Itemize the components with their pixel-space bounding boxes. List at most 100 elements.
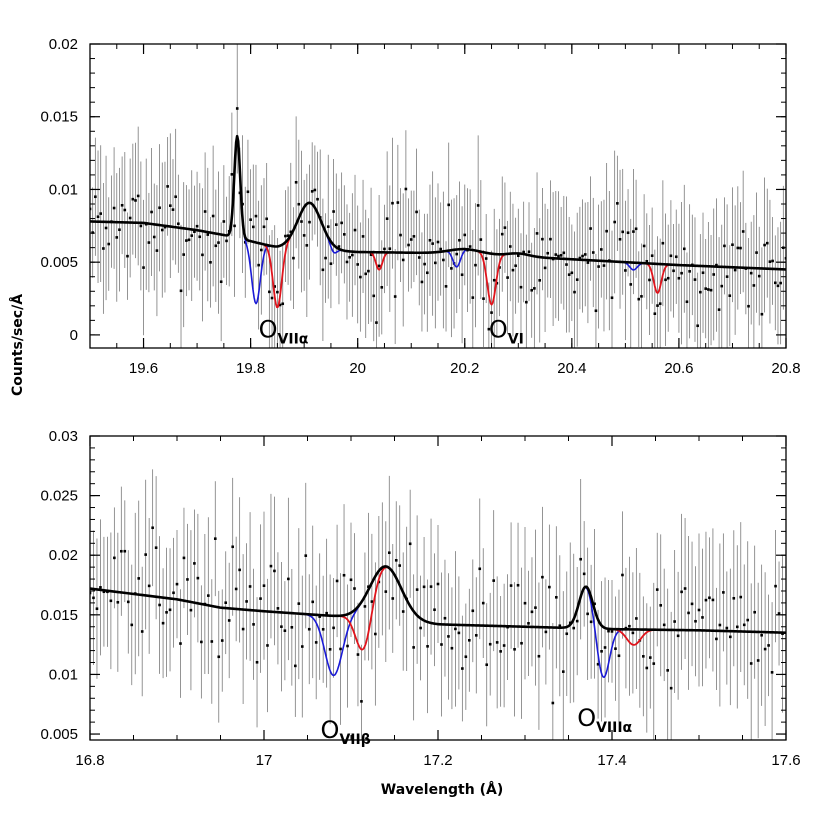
data-point: [158, 603, 161, 607]
data-point: [286, 234, 290, 237]
data-point: [579, 557, 582, 561]
data-point: [530, 610, 534, 614]
data-point: [514, 264, 517, 268]
ion-annotations: OVIIα OVI: [259, 316, 524, 348]
data-point: [613, 220, 616, 224]
data-point: [722, 591, 725, 594]
model-lines: [90, 565, 786, 679]
data-point: [318, 615, 321, 618]
data-point: [388, 247, 392, 250]
data-point: [503, 226, 507, 229]
data-point: [573, 290, 576, 294]
data-point: [137, 577, 141, 580]
data-point: [104, 226, 108, 230]
data-point: [415, 588, 419, 591]
data-point: [436, 240, 440, 244]
data-point: [468, 638, 471, 642]
y-tick-label: 0.01: [49, 181, 78, 198]
data-point: [115, 236, 119, 239]
data-point: [478, 567, 482, 571]
data-point: [213, 537, 217, 540]
data-point: [444, 285, 448, 288]
x-tick-label: 17.2: [423, 752, 452, 769]
data-point: [645, 666, 649, 670]
data-point: [401, 258, 405, 262]
data-point: [718, 623, 722, 627]
data-point: [186, 578, 189, 581]
data-point: [485, 663, 489, 667]
data-point: [694, 619, 697, 623]
data-point: [391, 597, 395, 600]
data-point: [605, 229, 608, 233]
data-point: [773, 281, 777, 285]
x-tick-label: 17: [256, 752, 273, 769]
data-point: [190, 234, 194, 237]
data-point: [662, 623, 666, 627]
data-point: [572, 626, 576, 630]
data-point: [561, 670, 565, 673]
data-point: [725, 626, 729, 630]
data-point: [369, 253, 373, 257]
data-point: [476, 204, 480, 207]
data-point: [305, 244, 309, 247]
data-point: [193, 562, 196, 565]
data-point: [756, 659, 760, 662]
y-tick-label: 0.025: [40, 488, 78, 505]
data-point: [200, 640, 203, 644]
data-point: [182, 253, 185, 256]
y-tick-label: 0.015: [40, 607, 78, 624]
y-tick-label: 0.02: [49, 36, 78, 53]
data-point: [709, 288, 713, 292]
data-point: [393, 295, 397, 298]
data-point: [252, 623, 255, 626]
data-point: [463, 233, 467, 237]
data-point: [648, 278, 651, 282]
data-point: [770, 671, 774, 674]
x-tick-label: 20: [349, 360, 366, 377]
data-point: [708, 596, 711, 600]
data-point: [672, 269, 675, 273]
data-point: [648, 656, 652, 659]
data-point: [586, 612, 589, 616]
data-point: [147, 241, 151, 244]
data-point: [231, 545, 234, 549]
data-point: [375, 321, 378, 324]
data-point: [321, 268, 325, 272]
data-point: [304, 554, 308, 557]
data-point: [443, 616, 447, 620]
data-point: [535, 232, 539, 235]
data-point: [594, 309, 598, 313]
data-point: [567, 273, 571, 276]
data-point: [616, 202, 619, 205]
data-point: [741, 230, 745, 233]
data-point: [172, 591, 175, 595]
data-point: [345, 260, 349, 264]
data-point: [154, 546, 158, 549]
data-point: [346, 644, 349, 648]
data-point: [211, 214, 215, 218]
data-point: [637, 297, 641, 301]
data-point: [763, 647, 767, 651]
data-point: [583, 253, 587, 256]
data-point: [225, 239, 228, 243]
data-point: [300, 220, 303, 223]
data-point: [203, 210, 207, 213]
data-point: [234, 587, 238, 591]
data-point: [658, 302, 662, 305]
data-point: [631, 631, 635, 635]
data-point: [729, 635, 732, 639]
data-point: [340, 221, 343, 225]
data-point: [431, 242, 434, 245]
data-point: [723, 244, 726, 248]
data-point: [610, 296, 614, 300]
data-point: [307, 627, 311, 631]
data-point: [728, 294, 732, 297]
data-point: [479, 238, 483, 241]
data-point: [189, 608, 193, 612]
data-point: [488, 642, 492, 646]
data-point: [439, 247, 442, 251]
data-point: [735, 625, 739, 629]
data-point: [235, 107, 239, 110]
data-point: [602, 264, 606, 267]
data-point: [776, 284, 780, 288]
